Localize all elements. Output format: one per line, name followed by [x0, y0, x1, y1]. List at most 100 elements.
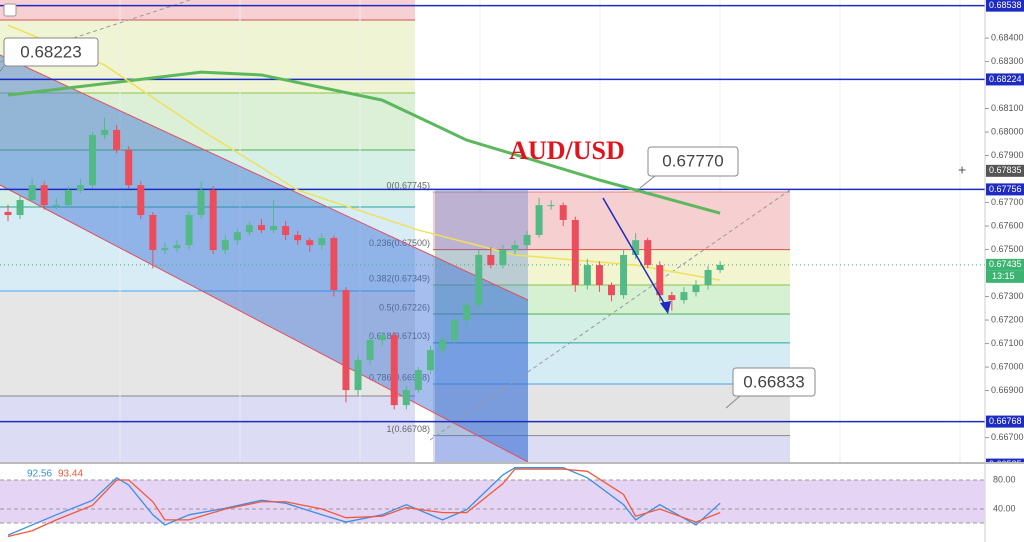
- callout-label: 0.66833: [743, 372, 804, 391]
- price-tag: [986, 164, 1024, 177]
- fib-retracement: 0(0.67745) 0.236(0.67500) 0.382(0.67349) 0.…: [369, 180, 790, 462]
- callout-label: 0.68223: [20, 42, 81, 61]
- candle-body: [294, 234, 302, 241]
- y-tick-label: 0.67000: [991, 361, 1024, 371]
- candle-body: [88, 135, 96, 186]
- y-tick-label: 0.67700: [991, 197, 1024, 207]
- candle-body: [125, 150, 133, 186]
- crosshair-icon: +: [958, 162, 966, 178]
- y-tick-label: 0.68300: [991, 56, 1024, 66]
- candle-body: [209, 190, 217, 251]
- candle-body: [245, 225, 253, 233]
- moving-average: [7, 24, 721, 281]
- candle-body: [330, 238, 338, 290]
- oscillator-pane: [0, 467, 985, 538]
- candle-body: [583, 265, 591, 286]
- y-tick-label: 0.67600: [991, 220, 1024, 230]
- price-tag: [986, 258, 1024, 271]
- candle-body: [704, 270, 712, 286]
- countdown: 13:15: [992, 271, 1015, 281]
- fib-label: 0.786(0.66928): [369, 372, 430, 382]
- trend-arrow: [602, 197, 671, 314]
- price-tag-label: 0.67835: [989, 165, 1022, 175]
- candle-body: [680, 292, 688, 301]
- callout-label: 0.67770: [662, 151, 723, 170]
- candle-body: [16, 199, 24, 216]
- oscillator-reading: 92.56: [27, 469, 52, 480]
- candle-body: [571, 219, 579, 286]
- y-tick-label: 0.67500: [991, 244, 1024, 254]
- y-tick-label: 0.67900: [991, 150, 1024, 160]
- candle-body: [76, 185, 84, 191]
- callout: 0.68223: [0, 37, 99, 73]
- candle-body: [620, 254, 628, 296]
- fib-band: [433, 342, 790, 384]
- candle-body: [439, 340, 447, 351]
- candle-body: [632, 240, 640, 255]
- candle-body: [185, 215, 193, 246]
- price-tag-label: 0.66768: [989, 416, 1022, 426]
- oscillator-line: [7, 468, 721, 538]
- candle-body: [378, 335, 386, 341]
- price-tag-label: 0.67435: [989, 259, 1022, 269]
- candle-body: [282, 226, 290, 235]
- price-tag: [986, 0, 1024, 12]
- candle-body: [52, 205, 60, 207]
- candle-body: [28, 185, 36, 200]
- candle-body: [149, 215, 157, 251]
- candle-body: [511, 245, 519, 251]
- y-tick-label: 0.68100: [991, 103, 1024, 113]
- candle-body: [475, 254, 483, 306]
- candle-body: [668, 295, 676, 301]
- candle-body: [113, 129, 121, 151]
- fib-band: [433, 383, 790, 436]
- fib-label: 0.236(0.67500): [369, 238, 430, 248]
- price-tag: [986, 415, 1024, 428]
- countdown-tag: [986, 270, 1024, 283]
- candle-body: [656, 265, 664, 296]
- candle-body: [487, 254, 495, 266]
- candle-body: [463, 305, 471, 321]
- close-button[interactable]: [3, 3, 17, 17]
- candle-body: [595, 265, 603, 286]
- candle-body: [535, 205, 543, 235]
- fib-label: 0.618(0.67103): [369, 331, 430, 341]
- price-tag: [986, 183, 1024, 196]
- price-axis: 0.68400 0.68300 0.68100 0.68000 0.67900 0.677…: [985, 0, 1024, 462]
- callout: 0.66833: [725, 367, 816, 409]
- y-tick-label: 0.67100: [991, 338, 1024, 348]
- candle-body: [608, 285, 615, 296]
- candle-body: [451, 320, 459, 341]
- chart-title: AUD/USD: [509, 136, 625, 165]
- candle-body: [692, 285, 700, 293]
- fib-label: 0.382(0.67349): [369, 273, 430, 283]
- y-tick-label: 80.00: [993, 474, 1016, 484]
- candle-body: [257, 225, 265, 231]
- candle-body: [390, 335, 398, 406]
- oscillator-reading: 93.44: [58, 469, 83, 480]
- candle-body: [426, 350, 434, 371]
- candle-body: [137, 185, 145, 216]
- candle-body: [64, 190, 72, 206]
- y-tick-label: 0.68000: [991, 126, 1024, 136]
- price-tag: [986, 458, 1024, 462]
- y-tick-label: 40.00: [993, 503, 1016, 513]
- y-tick-label: 0.67300: [991, 291, 1024, 301]
- y-tick-label: 0.67200: [991, 314, 1024, 324]
- fib-band: [433, 313, 790, 343]
- price-tag-label: 0.68538: [989, 0, 1022, 10]
- fib-band: [433, 191, 790, 250]
- candle-body: [499, 250, 507, 266]
- price-tag-label: 0.67756: [989, 184, 1022, 194]
- fib-band: [433, 435, 790, 462]
- candle-body: [354, 360, 362, 391]
- candle-body: [414, 370, 422, 391]
- candle-body: [523, 234, 531, 246]
- candle-body: [644, 240, 652, 266]
- candle-body: [40, 185, 48, 206]
- candle-body: [547, 205, 555, 207]
- plot-area: [4, 24, 724, 410]
- candle-body: [559, 205, 567, 220]
- moving-average: [7, 70, 721, 215]
- candle-body: [221, 240, 229, 251]
